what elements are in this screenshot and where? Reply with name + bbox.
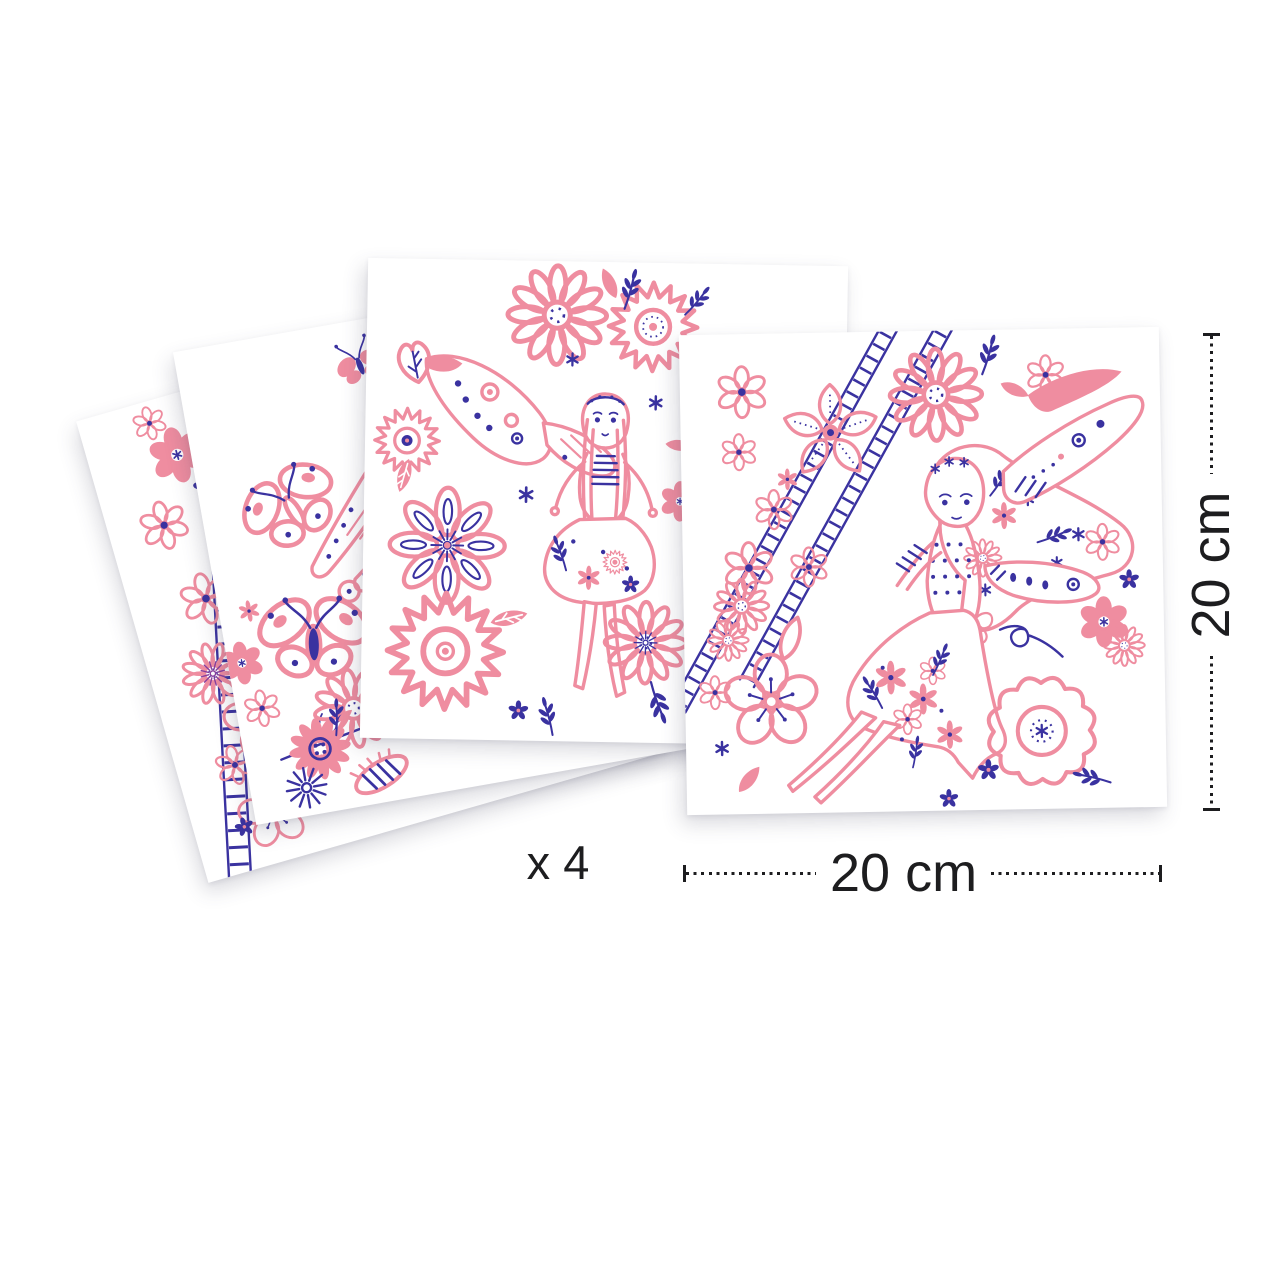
dotted-line: [1209, 656, 1213, 808]
fairy-lower-wing-icon: [983, 560, 1101, 604]
height-dimension-label: 20 cm: [1181, 491, 1241, 639]
standing-fairy-illustration: [372, 258, 717, 739]
swirl-flourish: [998, 624, 1064, 658]
skirt-flowers: [854, 639, 964, 770]
fairy-on-swing: [787, 369, 1145, 805]
dotted-line: [686, 871, 816, 875]
big-sunflower-icon: [387, 592, 505, 710]
dimension-end-cap: [683, 864, 686, 882]
dimension-end-cap: [1159, 864, 1162, 882]
fairy-head: [923, 456, 986, 529]
sheet-fairy-on-swing: [678, 326, 1168, 816]
star-flower-icon: [782, 382, 878, 474]
fairy-leg: [813, 720, 902, 805]
dimension-end-cap: [1202, 808, 1220, 811]
dotted-line: [991, 871, 1159, 875]
fairy-leg: [787, 710, 878, 794]
fairy-on-swing-illustration: [678, 326, 1147, 809]
dotted-line: [1209, 336, 1213, 474]
quantity-label: x 4: [526, 836, 590, 889]
width-dimension-label: 20 cm: [830, 843, 978, 903]
blossom-icon: [718, 651, 824, 753]
sheet3-top-flowers: [507, 264, 717, 372]
sheet4-top-flowers: [714, 330, 1067, 474]
fairy-arm: [895, 541, 943, 591]
butterfly-icon: [250, 588, 377, 683]
height-dimension: 20 cm: [1181, 333, 1241, 811]
sheet-standing-fairy: [359, 257, 849, 747]
fairy-wing-icon: [1001, 369, 1145, 505]
dimension-end-cap: [1202, 333, 1220, 336]
width-dimension: 20 cm: [683, 846, 1162, 900]
